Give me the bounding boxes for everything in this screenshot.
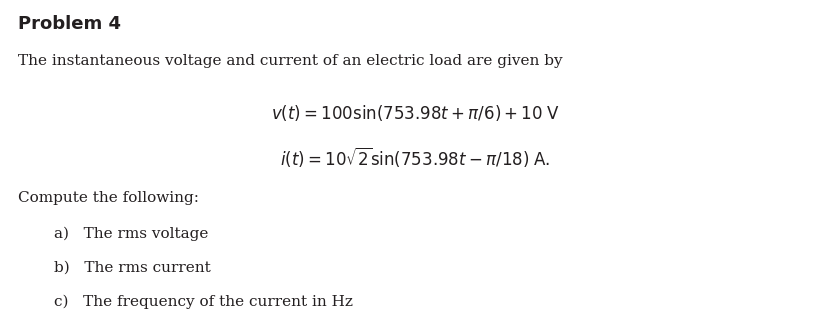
Text: Problem 4: Problem 4 xyxy=(18,15,121,33)
Text: The instantaneous voltage and current of an electric load are given by: The instantaneous voltage and current of… xyxy=(18,54,563,68)
Text: Compute the following:: Compute the following: xyxy=(18,191,199,205)
Text: $v(t) = 100 \sin(753.98t + \pi/6) + 10 \; \mathrm{V}$: $v(t) = 100 \sin(753.98t + \pi/6) + 10 \… xyxy=(271,103,559,123)
Text: c)   The frequency of the current in Hz: c) The frequency of the current in Hz xyxy=(54,295,353,309)
Text: $i(t) = 10\sqrt{2} \sin(753.98t - \pi/18) \; \mathrm{A.}$: $i(t) = 10\sqrt{2} \sin(753.98t - \pi/18… xyxy=(280,145,550,169)
Text: b)   The rms current: b) The rms current xyxy=(54,261,211,275)
Text: a)   The rms voltage: a) The rms voltage xyxy=(54,227,208,241)
